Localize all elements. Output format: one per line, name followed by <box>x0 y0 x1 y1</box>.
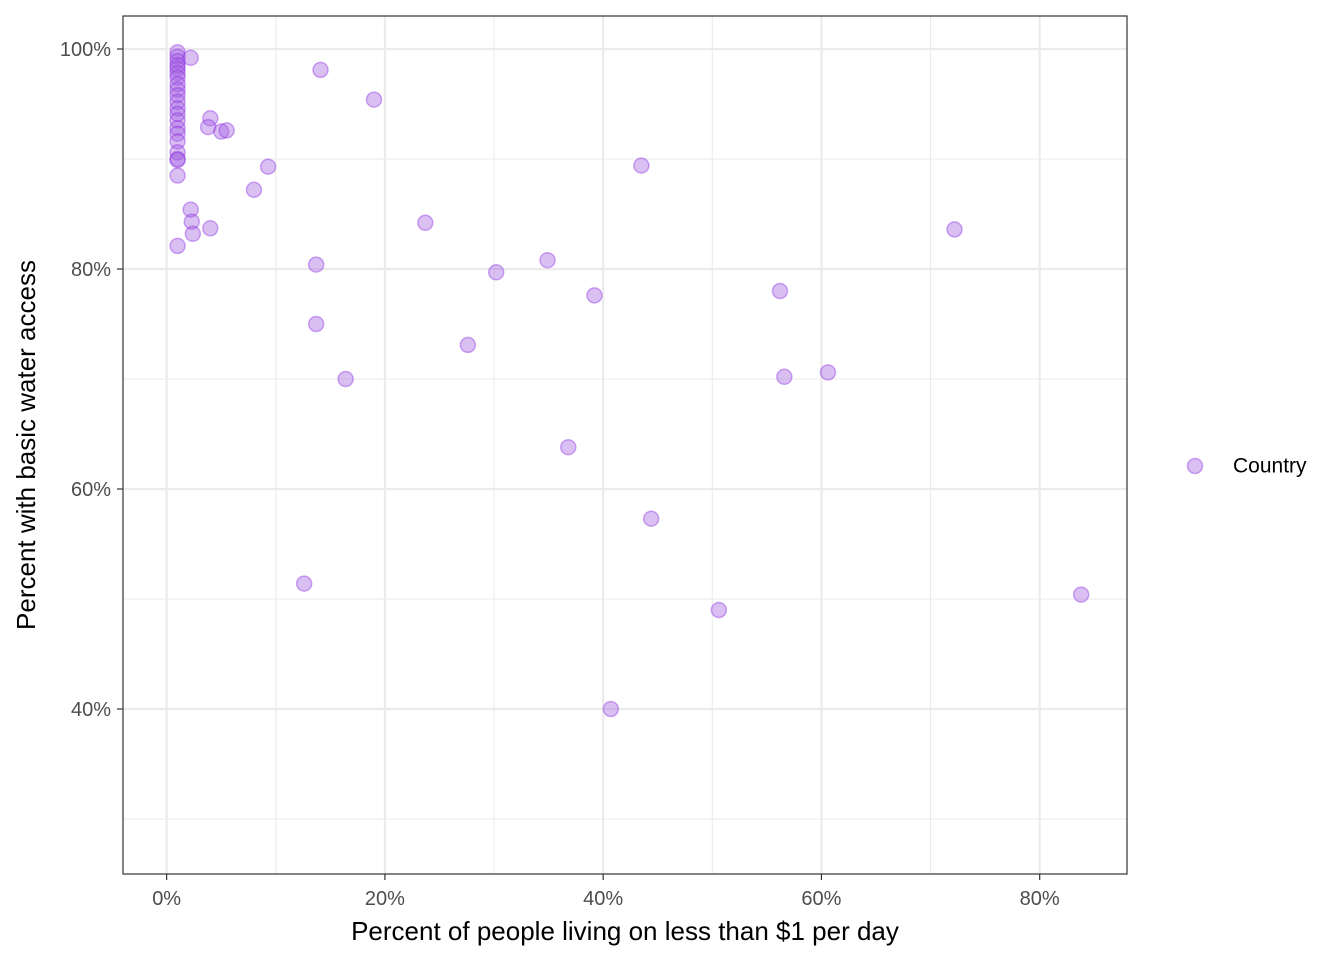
data-point <box>417 214 434 232</box>
data-point <box>337 370 354 388</box>
data-point <box>169 237 186 255</box>
y-tick-label: 100% <box>60 39 111 61</box>
data-point <box>586 287 603 304</box>
legend-key-country <box>1186 457 1204 475</box>
data-point <box>169 64 186 82</box>
data-point <box>169 167 186 184</box>
data-point <box>169 133 186 150</box>
data-point <box>169 93 186 111</box>
y-axis-title: Percent with basic water access <box>11 260 41 630</box>
legend-label-country: Country <box>1233 455 1307 478</box>
data-point <box>212 123 230 140</box>
y-tick-label: 80% <box>71 259 111 281</box>
data-point <box>169 69 186 86</box>
legend: Country <box>1186 455 1307 478</box>
data-point <box>295 575 313 592</box>
data-point <box>202 220 219 237</box>
y-tick-label: 60% <box>71 479 111 501</box>
data-point <box>169 100 186 117</box>
data-point <box>182 201 199 218</box>
axes: 0% 20% 40% 60% 80% 40% 60% 80% 100% <box>60 39 1060 910</box>
data-point <box>169 81 186 98</box>
data-point <box>459 336 477 354</box>
data-point <box>560 438 577 456</box>
x-tick-label: 80% <box>1020 888 1060 910</box>
data-point <box>169 144 186 161</box>
data-point <box>184 225 202 243</box>
data-point <box>169 86 186 104</box>
data-point <box>169 105 186 123</box>
data-point <box>169 151 186 169</box>
grid-lines <box>123 16 1127 874</box>
data-point <box>771 282 789 300</box>
data-point <box>169 44 186 61</box>
data-point <box>245 181 263 199</box>
data-point <box>169 112 186 129</box>
data-point <box>946 221 963 238</box>
x-tick-label: 40% <box>583 888 623 910</box>
data-point <box>365 91 383 108</box>
data-point <box>169 57 186 74</box>
data-point <box>169 52 186 70</box>
data-point <box>776 368 793 386</box>
data-point <box>487 264 505 281</box>
data-point <box>633 157 650 174</box>
x-tick-label: 20% <box>365 888 405 910</box>
data-point <box>1072 586 1090 603</box>
data-point <box>169 119 186 137</box>
data-point <box>307 256 325 273</box>
data-points <box>169 44 1090 718</box>
data-point <box>169 150 186 168</box>
data-point <box>642 510 660 527</box>
x-axis-title: Percent of people living on less than $1… <box>351 916 899 946</box>
data-point <box>169 125 186 142</box>
data-point <box>710 601 728 619</box>
data-point <box>539 251 556 269</box>
y-tick-label: 40% <box>71 699 111 721</box>
data-point <box>202 110 219 127</box>
panel-border <box>122 15 1128 875</box>
data-point <box>218 122 235 139</box>
x-tick-label: 60% <box>801 888 841 910</box>
data-point <box>307 315 325 333</box>
data-point <box>169 75 186 93</box>
data-point <box>259 158 277 175</box>
data-point <box>182 49 199 67</box>
data-point <box>199 118 217 136</box>
data-point <box>312 61 329 79</box>
data-point <box>169 48 186 65</box>
data-point <box>819 364 837 381</box>
data-point <box>169 60 186 78</box>
data-point <box>183 213 201 230</box>
x-tick-label: 0% <box>152 888 181 910</box>
data-point <box>602 700 620 718</box>
